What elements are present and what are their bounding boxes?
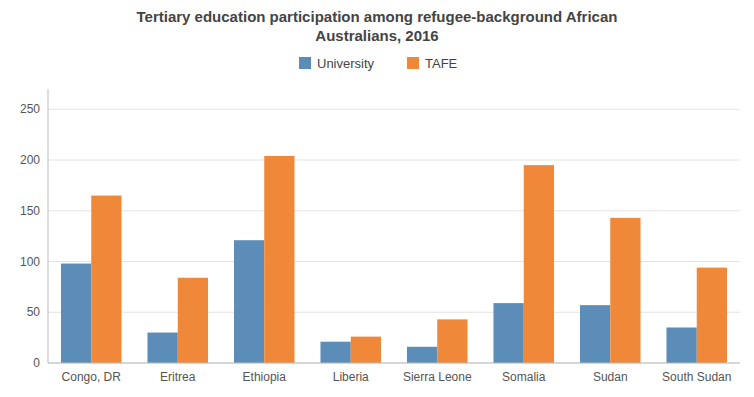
grid-line bbox=[48, 160, 740, 161]
bar bbox=[407, 347, 437, 363]
y-tick-label: 250 bbox=[20, 102, 40, 116]
bar bbox=[524, 165, 554, 363]
bar bbox=[666, 327, 696, 363]
bar bbox=[697, 268, 727, 363]
grid-line bbox=[48, 363, 740, 364]
bar bbox=[580, 305, 610, 363]
y-axis: 0 50 100 150 200 250 bbox=[20, 102, 740, 370]
legend-label: TAFE bbox=[425, 56, 458, 71]
x-tick-label: Liberia bbox=[333, 370, 369, 384]
legend: University TAFE bbox=[299, 56, 458, 71]
x-tick-label: Congo, DR bbox=[62, 370, 122, 384]
chart: Tertiary education participation among r… bbox=[0, 0, 754, 397]
bar bbox=[610, 218, 640, 363]
x-tick-label: Sudan bbox=[593, 370, 628, 384]
y-axis-line bbox=[48, 89, 49, 363]
y-tick-label: 100 bbox=[20, 255, 40, 269]
x-tick-label: Sierra Leone bbox=[403, 370, 472, 384]
legend-swatch bbox=[407, 57, 419, 69]
bar bbox=[91, 196, 121, 363]
bar bbox=[264, 156, 294, 363]
bars bbox=[61, 156, 727, 363]
bar bbox=[61, 264, 91, 363]
x-tick-label: Eritrea bbox=[160, 370, 196, 384]
x-axis-line bbox=[48, 363, 740, 364]
bar bbox=[437, 319, 467, 363]
x-tick-label: Somalia bbox=[502, 370, 546, 384]
y-tick-label: 200 bbox=[20, 153, 40, 167]
bar bbox=[178, 278, 208, 363]
legend-label: University bbox=[317, 56, 375, 71]
bar bbox=[351, 337, 381, 363]
y-tick-label: 0 bbox=[33, 356, 40, 370]
title: Tertiary education participation among r… bbox=[137, 8, 618, 44]
bar bbox=[493, 303, 523, 363]
grid-line bbox=[48, 109, 740, 110]
bar bbox=[320, 342, 350, 363]
y-tick-label: 150 bbox=[20, 204, 40, 218]
x-axis: Congo, DR Eritrea Ethiopia Liberia Sierra Le… bbox=[62, 370, 732, 384]
y-tick-label: 50 bbox=[27, 305, 41, 319]
grid-line bbox=[48, 210, 740, 211]
legend-swatch bbox=[299, 57, 311, 69]
bar bbox=[234, 240, 264, 363]
x-tick-label: South Sudan bbox=[662, 370, 731, 384]
x-tick-label: Ethiopia bbox=[243, 370, 287, 384]
bar bbox=[147, 333, 177, 363]
